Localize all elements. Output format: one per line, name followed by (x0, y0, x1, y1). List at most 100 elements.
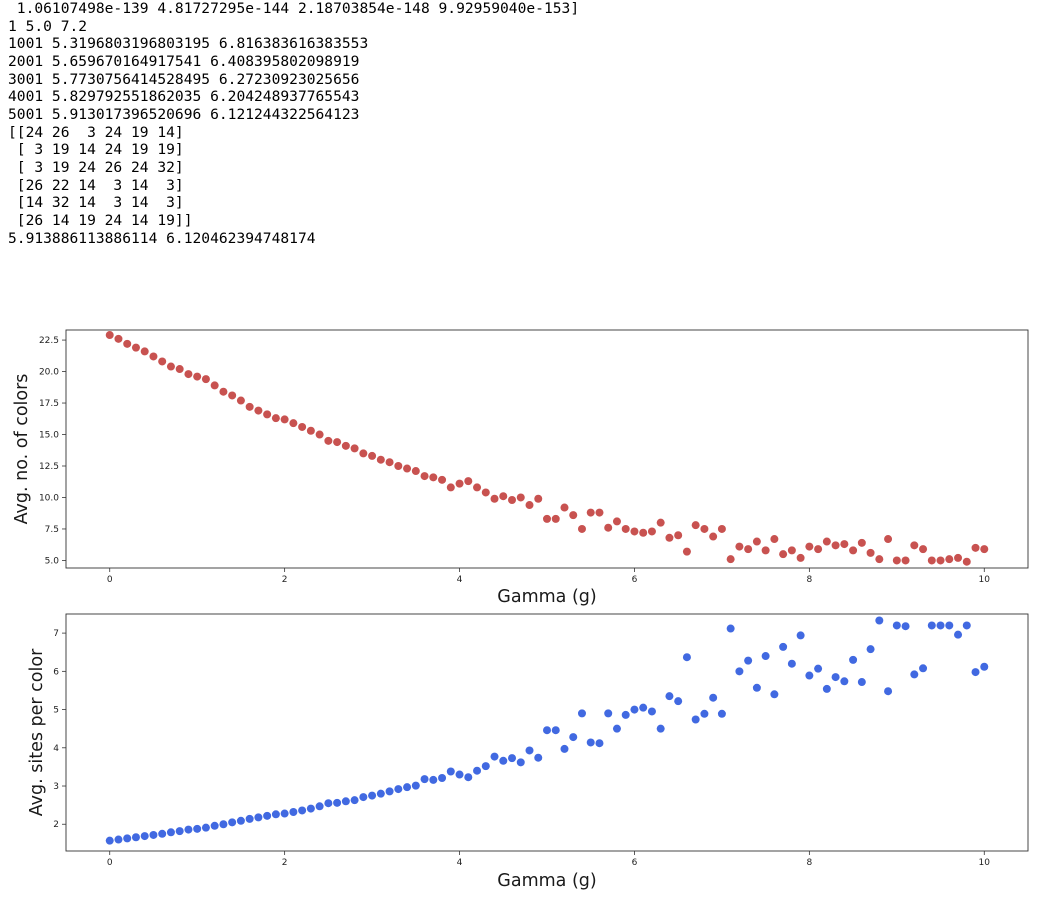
data-point (752, 537, 761, 546)
data-point (210, 381, 219, 390)
data-point (481, 762, 490, 771)
y-tick-label: 2 (53, 820, 59, 830)
sites-per-color-vs-gamma-plot: 0 2 4 6 8 10 2 3 4 5 6 7 Gamma (g) Avg. sites per col… (27, 613, 1029, 891)
data-point (315, 430, 324, 439)
data-point (892, 556, 901, 565)
data-point (726, 624, 735, 633)
data-point (927, 556, 936, 565)
data-point (569, 733, 578, 742)
data-point (577, 524, 586, 533)
data-point (980, 662, 989, 671)
data-point (709, 693, 718, 702)
data-point (490, 752, 499, 761)
data-point (271, 810, 280, 819)
data-point (814, 545, 823, 554)
data-point (849, 546, 858, 555)
data-point (586, 508, 595, 517)
y-tick-label: 4 (53, 744, 59, 754)
x-tick-label: 6 (632, 575, 638, 585)
data-point (280, 415, 289, 424)
data-point (779, 550, 788, 559)
data-point (158, 829, 167, 838)
data-point (647, 707, 656, 716)
data-point (840, 677, 849, 686)
data-point (149, 830, 158, 839)
x-tick-label: 8 (806, 858, 812, 868)
data-point (516, 758, 525, 767)
data-point (656, 518, 665, 527)
data-point (508, 754, 517, 763)
data-point (385, 458, 394, 467)
data-point (630, 705, 639, 714)
data-point (516, 493, 525, 502)
data-point (499, 756, 508, 765)
y-tick-label: 15.0 (39, 431, 59, 441)
data-point (945, 621, 954, 630)
data-point (114, 835, 123, 844)
data-point (219, 820, 228, 829)
data-point (376, 455, 385, 464)
data-point (962, 557, 971, 566)
data-point (700, 524, 709, 533)
data-point (796, 631, 805, 640)
output-line: 5.913886113886114 6.120462394748174 (8, 229, 316, 247)
data-point (184, 370, 193, 379)
data-point (263, 811, 272, 820)
data-point (105, 331, 114, 340)
data-point (438, 475, 447, 484)
data-point (927, 621, 936, 630)
data-point (954, 553, 963, 562)
plot-frame (65, 329, 1029, 569)
data-point (446, 767, 455, 776)
data-point (682, 547, 691, 556)
data-point (385, 787, 394, 796)
x-tick-label: 0 (107, 575, 113, 585)
data-point (473, 483, 482, 492)
data-point (131, 343, 140, 352)
data-point (490, 494, 499, 503)
data-point (805, 542, 814, 551)
y-tick-label: 10.0 (39, 493, 59, 503)
data-point (543, 726, 551, 735)
output-line: 5001 5.913017396520696 6.121244322564123 (8, 105, 360, 123)
x-axis-label: Gamma (g) (497, 871, 596, 891)
data-point (761, 652, 770, 661)
data-point (744, 656, 753, 665)
output-line: 2001 5.659670164917541 6.408395802098919 (8, 52, 360, 70)
data-point (368, 451, 377, 460)
data-point (481, 488, 490, 497)
data-point (551, 726, 560, 735)
data-point (403, 464, 412, 473)
data-point (534, 494, 543, 503)
data-point (411, 467, 420, 476)
data-point (910, 541, 919, 550)
y-axis-label: Avg. no. of colors (12, 374, 32, 525)
output-line: 1.06107498e-139 4.81727295e-144 2.187038… (8, 0, 580, 17)
data-point (280, 809, 289, 818)
data-point (201, 375, 210, 384)
data-point (586, 738, 595, 747)
data-point (420, 472, 429, 481)
data-point (359, 449, 368, 458)
data-point (140, 347, 149, 356)
data-point (464, 477, 473, 486)
data-point (263, 410, 272, 419)
data-point (595, 508, 604, 517)
data-point (324, 799, 333, 808)
y-tick-label: 7 (53, 629, 59, 639)
data-point (499, 492, 508, 501)
data-point (901, 556, 910, 565)
data-point (236, 396, 245, 405)
data-point (665, 533, 674, 542)
data-point (560, 744, 569, 753)
data-point (464, 773, 473, 782)
data-point (919, 664, 928, 673)
y-tick-label: 20.0 (39, 368, 59, 378)
data-point (612, 517, 621, 526)
x-tick-label: 0 (107, 858, 113, 868)
data-point (805, 671, 814, 680)
data-point (682, 653, 691, 662)
x-tick-label: 6 (632, 858, 638, 868)
data-point (735, 667, 744, 676)
data-point (691, 715, 700, 724)
